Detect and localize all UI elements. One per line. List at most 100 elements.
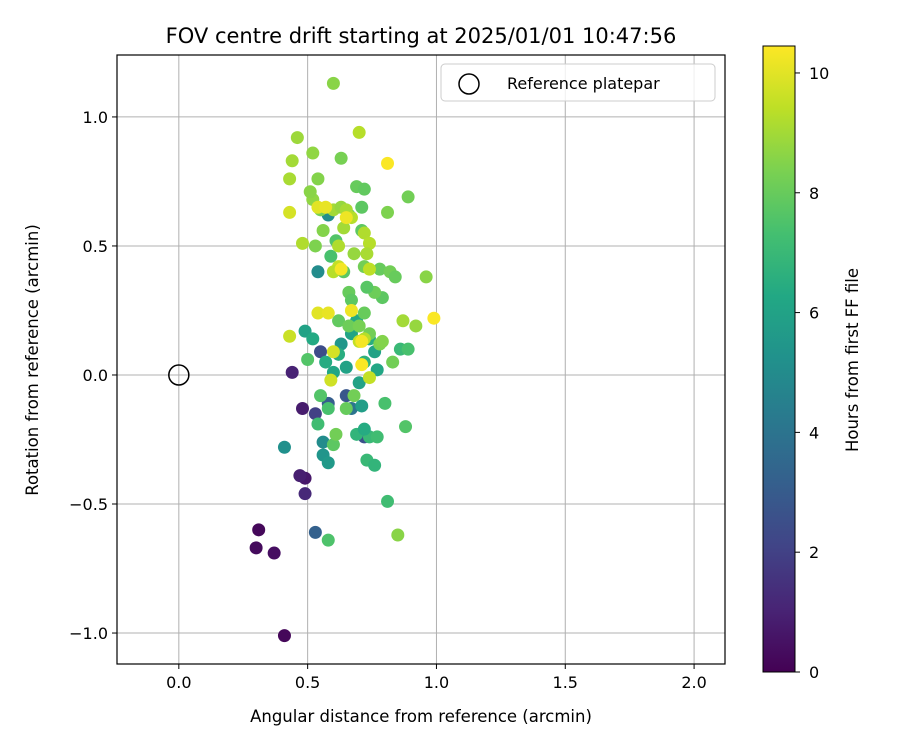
- scatter-point: [357, 422, 371, 436]
- scatter-point: [316, 223, 330, 237]
- scatter-point: [360, 247, 374, 261]
- x-axis-ticks: 0.0 0.5 1.0 1.5 2.0: [166, 664, 707, 692]
- reference-marker-layer: [168, 364, 190, 386]
- scatter-point: [339, 211, 353, 225]
- scatter-point: [332, 314, 346, 328]
- scatter-point: [319, 355, 333, 369]
- scatter-point: [352, 376, 366, 390]
- scatter-points: [249, 76, 441, 643]
- y-tick-label: 0.0: [83, 366, 108, 385]
- scatter-point: [339, 360, 353, 374]
- scatter-point: [293, 469, 307, 483]
- scatter-point: [326, 345, 340, 359]
- colorbar-tick-label: 10: [809, 64, 829, 83]
- scatter-point: [303, 185, 317, 199]
- scatter-point: [285, 154, 299, 168]
- scatter-point: [355, 334, 369, 348]
- scatter-point: [381, 494, 395, 508]
- scatter-point: [311, 172, 325, 186]
- scatter-point: [362, 262, 376, 276]
- scatter-point: [326, 438, 340, 452]
- y-tick-label: −1.0: [69, 624, 108, 643]
- scatter-point: [409, 319, 423, 333]
- scatter-point: [396, 314, 410, 328]
- legend-reference-marker: [458, 73, 480, 95]
- scatter-point: [301, 353, 315, 366]
- scatter-point: [419, 270, 433, 284]
- scatter-point: [401, 190, 415, 204]
- legend-entry-reference: Reference platepar: [507, 74, 660, 93]
- colorbar-tick-label: 8: [809, 184, 819, 203]
- scatter-point: [334, 151, 348, 165]
- scatter-point: [344, 303, 358, 317]
- y-tick-label: −0.5: [69, 495, 108, 514]
- scatter-point: [329, 427, 343, 441]
- scatter-point: [311, 306, 325, 320]
- scatter-point: [370, 430, 384, 444]
- x-axis-label: Angular distance from reference (arcmin): [250, 707, 592, 726]
- x-tick-label: 1.0: [424, 673, 449, 692]
- scatter-point: [401, 342, 415, 356]
- scatter-point: [378, 396, 392, 410]
- scatter-point: [308, 239, 322, 253]
- scatter-point: [308, 407, 322, 421]
- scatter-point: [357, 226, 371, 240]
- y-tick-label: 1.0: [83, 108, 108, 127]
- scatter-point: [373, 262, 387, 276]
- scatter-point: [249, 541, 263, 555]
- scatter-point: [308, 525, 322, 539]
- scatter-point: [334, 262, 348, 276]
- scatter-point: [352, 319, 366, 333]
- x-tick-label: 0.5: [295, 673, 320, 692]
- colorbar-gradient: [762, 45, 796, 673]
- scatter-point: [321, 456, 335, 470]
- scatter-point: [314, 345, 328, 359]
- scatter-point: [285, 365, 299, 379]
- scatter-point: [357, 306, 371, 320]
- scatter-point: [332, 239, 346, 253]
- x-tick-label: 1.5: [553, 673, 578, 692]
- axes-frame: [116, 54, 726, 665]
- y-axis-ticks: −1.0 −0.5 0.0 0.5 1.0: [69, 108, 117, 643]
- scatter-point: [342, 319, 356, 333]
- scatter-point: [321, 533, 335, 547]
- scatter-point: [306, 332, 320, 346]
- scatter-point: [347, 247, 361, 261]
- scatter-point: [283, 205, 297, 219]
- colorbar-tick-label: 0: [809, 663, 819, 682]
- scatter-point: [283, 172, 297, 186]
- scatter-point: [295, 236, 309, 250]
- scatter-point: [283, 329, 297, 343]
- scatter-point: [375, 334, 389, 348]
- scatter-point: [295, 402, 309, 416]
- scatter-point: [337, 221, 351, 235]
- colorbar-ticks: 0 2 4 6 8 10: [795, 64, 829, 682]
- legend-box: [440, 63, 716, 102]
- scatter-point: [355, 399, 369, 413]
- y-axis-label: Rotation from reference (arcmin): [23, 224, 42, 496]
- scatter-point: [324, 373, 338, 387]
- scatter-point: [355, 358, 369, 372]
- scatter-point: [339, 402, 353, 416]
- chart-title: FOV centre drift starting at 2025/01/01 …: [166, 24, 677, 48]
- scatter-point: [311, 265, 325, 279]
- scatter-point: [362, 236, 376, 250]
- scatter-point: [368, 458, 382, 472]
- scatter-point: [357, 182, 371, 196]
- scatter-point: [344, 293, 358, 307]
- scatter-point: [316, 435, 330, 449]
- scatter-point: [399, 420, 413, 434]
- scatter-point: [391, 528, 405, 542]
- scatter-point: [321, 402, 335, 416]
- scatter-point: [360, 280, 374, 294]
- scatter-point: [321, 306, 335, 320]
- scatter-point: [324, 249, 338, 263]
- scatter-point: [355, 200, 369, 214]
- scatter-point: [277, 440, 291, 454]
- legend: Reference platepar: [440, 63, 716, 102]
- scatter-point: [381, 156, 395, 170]
- x-tick-label: 0.0: [166, 673, 191, 692]
- scatter-point: [381, 205, 395, 219]
- scatter-point: [267, 546, 281, 560]
- scatter-point: [386, 355, 400, 369]
